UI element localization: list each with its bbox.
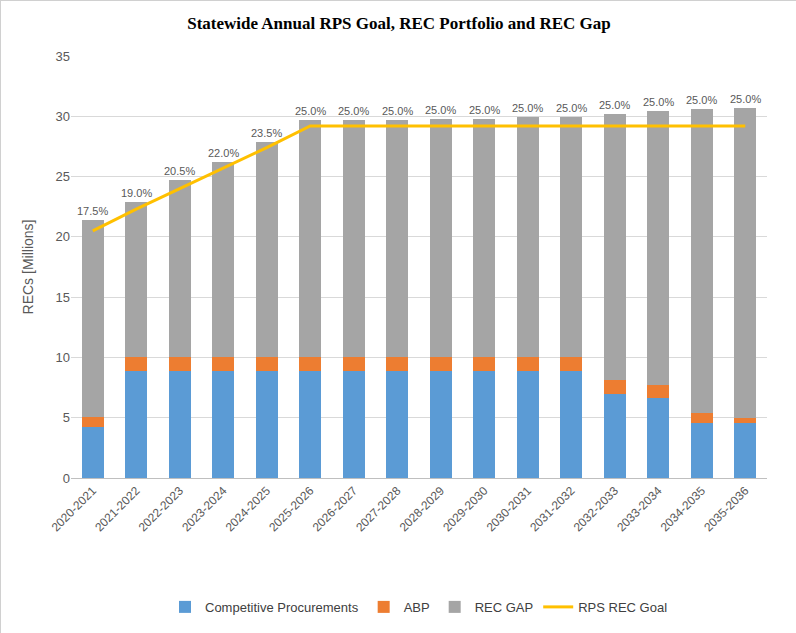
svg-text:2026-2027: 2026-2027 [310, 484, 361, 535]
svg-text:19.0%: 19.0% [121, 187, 152, 199]
svg-text:25.0%: 25.0% [382, 105, 413, 117]
svg-text:25.0%: 25.0% [469, 104, 500, 116]
svg-text:5: 5 [63, 410, 70, 425]
svg-text:25.0%: 25.0% [512, 102, 543, 114]
svg-text:25: 25 [56, 169, 70, 184]
svg-text:15: 15 [56, 290, 70, 305]
svg-text:20.5%: 20.5% [164, 165, 195, 177]
svg-text:ABP: ABP [404, 600, 430, 615]
svg-text:2031-2032: 2031-2032 [527, 484, 578, 535]
svg-text:2033-2034: 2033-2034 [614, 484, 665, 535]
svg-text:20: 20 [56, 229, 70, 244]
svg-text:2020-2021: 2020-2021 [49, 484, 100, 535]
svg-text:22.0%: 22.0% [208, 147, 239, 159]
svg-text:Statewide Annual RPS Goal, REC: Statewide Annual RPS Goal, REC Portfolio… [187, 14, 611, 33]
svg-text:2024-2025: 2024-2025 [223, 484, 274, 535]
svg-text:Competitive Procurements: Competitive Procurements [205, 600, 359, 615]
svg-text:30: 30 [56, 109, 70, 124]
svg-text:2028-2029: 2028-2029 [397, 484, 448, 535]
svg-text:25.0%: 25.0% [295, 105, 326, 117]
svg-text:25.0%: 25.0% [338, 105, 369, 117]
svg-text:25.0%: 25.0% [686, 94, 717, 106]
svg-text:2030-2031: 2030-2031 [484, 484, 535, 535]
svg-text:25.0%: 25.0% [599, 99, 630, 111]
svg-text:REC GAP: REC GAP [475, 600, 534, 615]
svg-text:2027-2028: 2027-2028 [353, 484, 404, 535]
svg-text:2034-2035: 2034-2035 [658, 484, 709, 535]
svg-text:2023-2024: 2023-2024 [179, 484, 230, 535]
svg-text:10: 10 [56, 350, 70, 365]
svg-text:2032-2033: 2032-2033 [571, 484, 622, 535]
svg-text:RECs [Millions]: RECs [Millions] [20, 220, 36, 315]
svg-text:RPS REC Goal: RPS REC Goal [578, 600, 667, 615]
svg-text:35: 35 [56, 49, 70, 64]
svg-text:23.5%: 23.5% [251, 127, 282, 139]
svg-text:25.0%: 25.0% [425, 104, 456, 116]
svg-text:2022-2023: 2022-2023 [136, 484, 187, 535]
svg-text:25.0%: 25.0% [730, 93, 761, 105]
svg-text:17.5%: 17.5% [77, 205, 108, 217]
svg-text:2035-2036: 2035-2036 [701, 484, 752, 535]
svg-text:2029-2030: 2029-2030 [440, 484, 491, 535]
svg-text:0: 0 [63, 471, 70, 486]
svg-text:2025-2026: 2025-2026 [266, 484, 317, 535]
svg-text:2021-2022: 2021-2022 [92, 484, 143, 535]
svg-text:25.0%: 25.0% [556, 102, 587, 114]
svg-text:25.0%: 25.0% [643, 96, 674, 108]
